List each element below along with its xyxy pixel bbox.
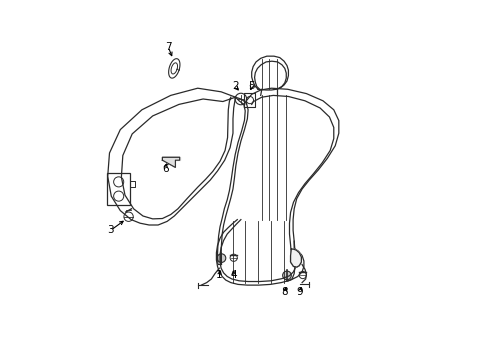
Text: 5: 5 [248,81,254,91]
Circle shape [282,271,291,280]
Text: 2: 2 [231,81,238,91]
Text: 1: 1 [216,270,222,280]
Text: 9: 9 [296,287,303,297]
Text: 4: 4 [230,270,237,280]
Polygon shape [162,157,179,167]
Text: 6: 6 [162,164,168,174]
Text: 7: 7 [164,42,171,52]
Circle shape [217,254,225,262]
Bar [107,173,130,205]
Polygon shape [290,249,301,267]
Text: 3: 3 [107,225,114,235]
Text: 8: 8 [281,287,287,297]
